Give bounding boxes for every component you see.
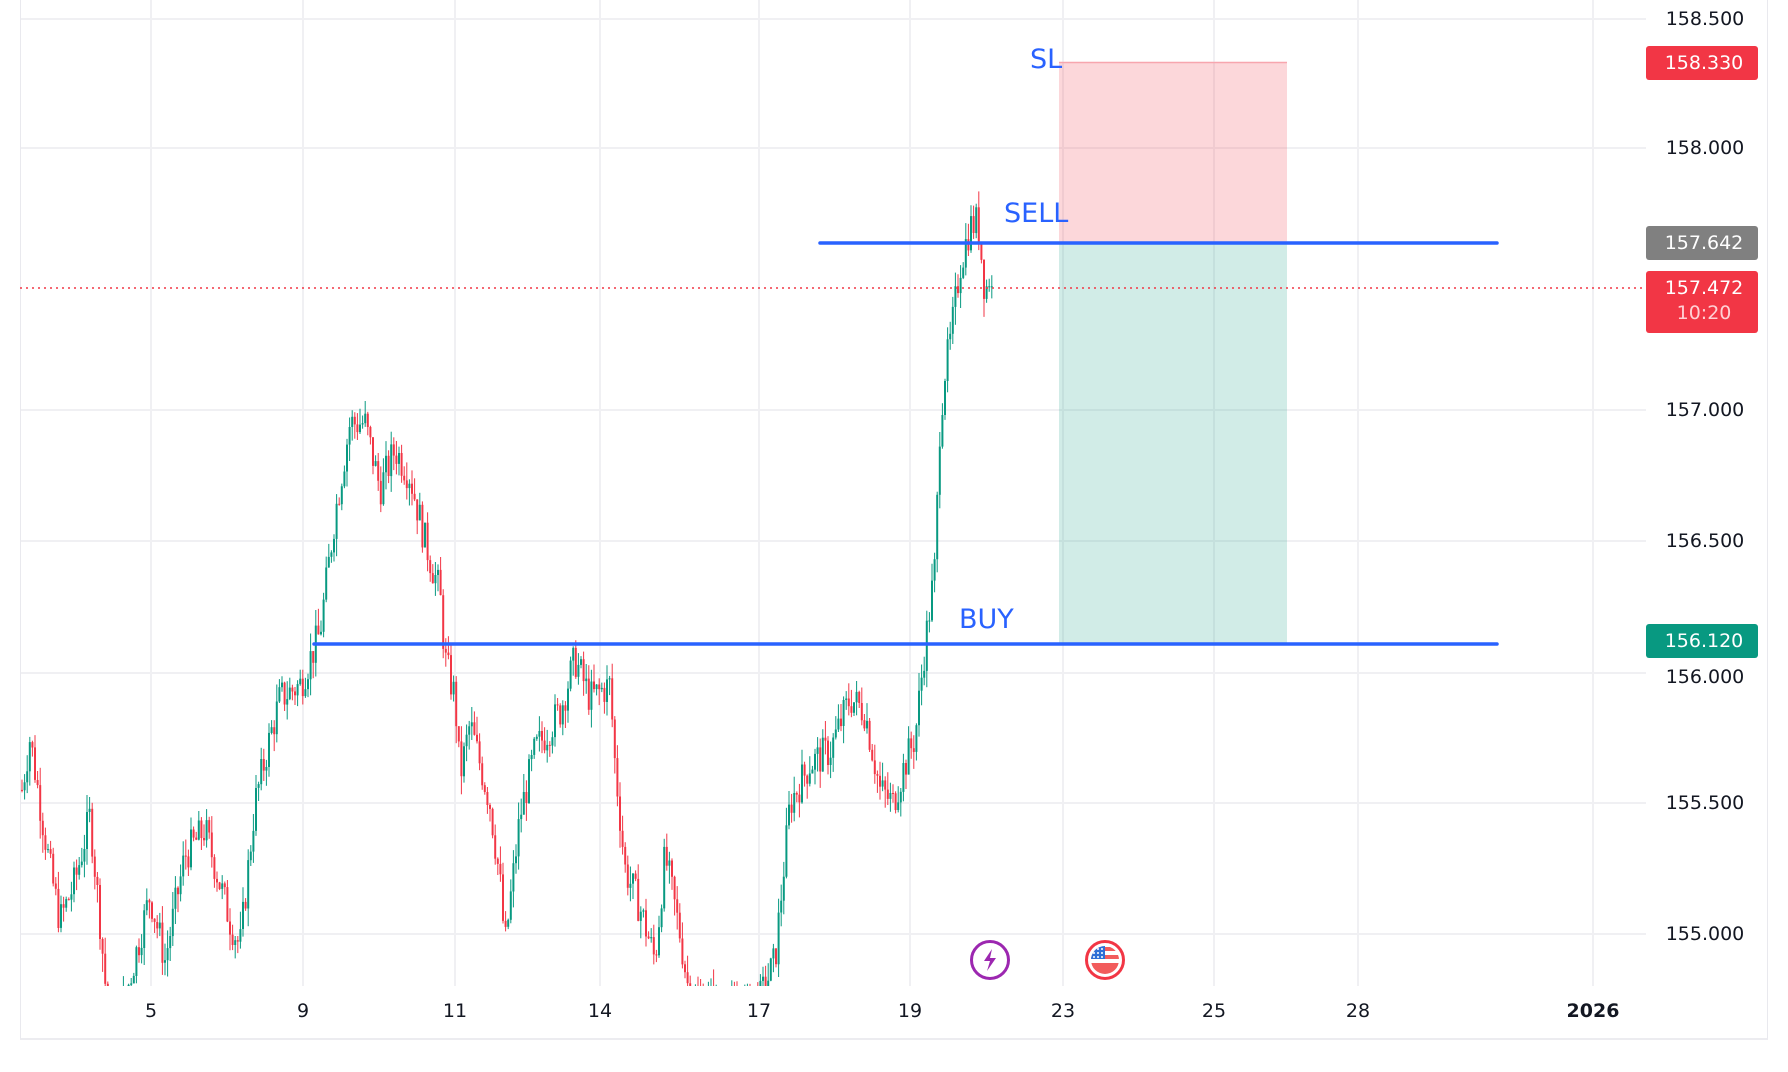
price-tick: 158.500 bbox=[1665, 8, 1745, 30]
time-tick: 25 bbox=[1201, 1000, 1227, 1022]
sell-price-badge: 157.642 bbox=[1646, 226, 1758, 260]
sl-label: SL bbox=[1030, 44, 1063, 75]
time-tick: 9 bbox=[296, 1000, 310, 1022]
time-tick: 23 bbox=[1050, 1000, 1076, 1022]
buy-price-badge: 156.120 bbox=[1646, 624, 1758, 658]
candlesticks bbox=[21, 191, 993, 986]
us-flag-icon[interactable] bbox=[1085, 940, 1125, 980]
time-tick: 2026 bbox=[1566, 1000, 1620, 1022]
time-tick: 28 bbox=[1345, 1000, 1371, 1022]
last-price-value: 157.472 bbox=[1664, 277, 1744, 299]
lightning-icon[interactable] bbox=[970, 940, 1010, 980]
time-tick: 19 bbox=[897, 1000, 923, 1022]
stop-loss-price-badge: 158.330 bbox=[1646, 46, 1758, 80]
time-tick: 14 bbox=[587, 1000, 613, 1022]
sell-label: SELL bbox=[1004, 198, 1069, 229]
price-tick: 156.000 bbox=[1665, 666, 1745, 688]
price-tick: 155.500 bbox=[1665, 792, 1745, 814]
price-tick: 157.000 bbox=[1665, 399, 1745, 421]
price-tick: 155.000 bbox=[1665, 923, 1745, 945]
chart-frame[interactable] bbox=[20, 0, 1768, 1040]
buy-label: BUY bbox=[959, 604, 1014, 635]
price-tick: 156.500 bbox=[1665, 530, 1745, 552]
time-tick: 11 bbox=[442, 1000, 468, 1022]
grid-lines bbox=[21, 0, 1646, 986]
time-tick: 5 bbox=[144, 1000, 158, 1022]
bar-countdown: 10:20 bbox=[1676, 302, 1732, 324]
target-zone[interactable] bbox=[1059, 243, 1287, 643]
stop-loss-zone[interactable] bbox=[1059, 62, 1287, 243]
time-tick: 17 bbox=[746, 1000, 772, 1022]
price-tick: 158.000 bbox=[1665, 137, 1745, 159]
last-price-badge: 157.472 10:20 bbox=[1646, 271, 1758, 333]
